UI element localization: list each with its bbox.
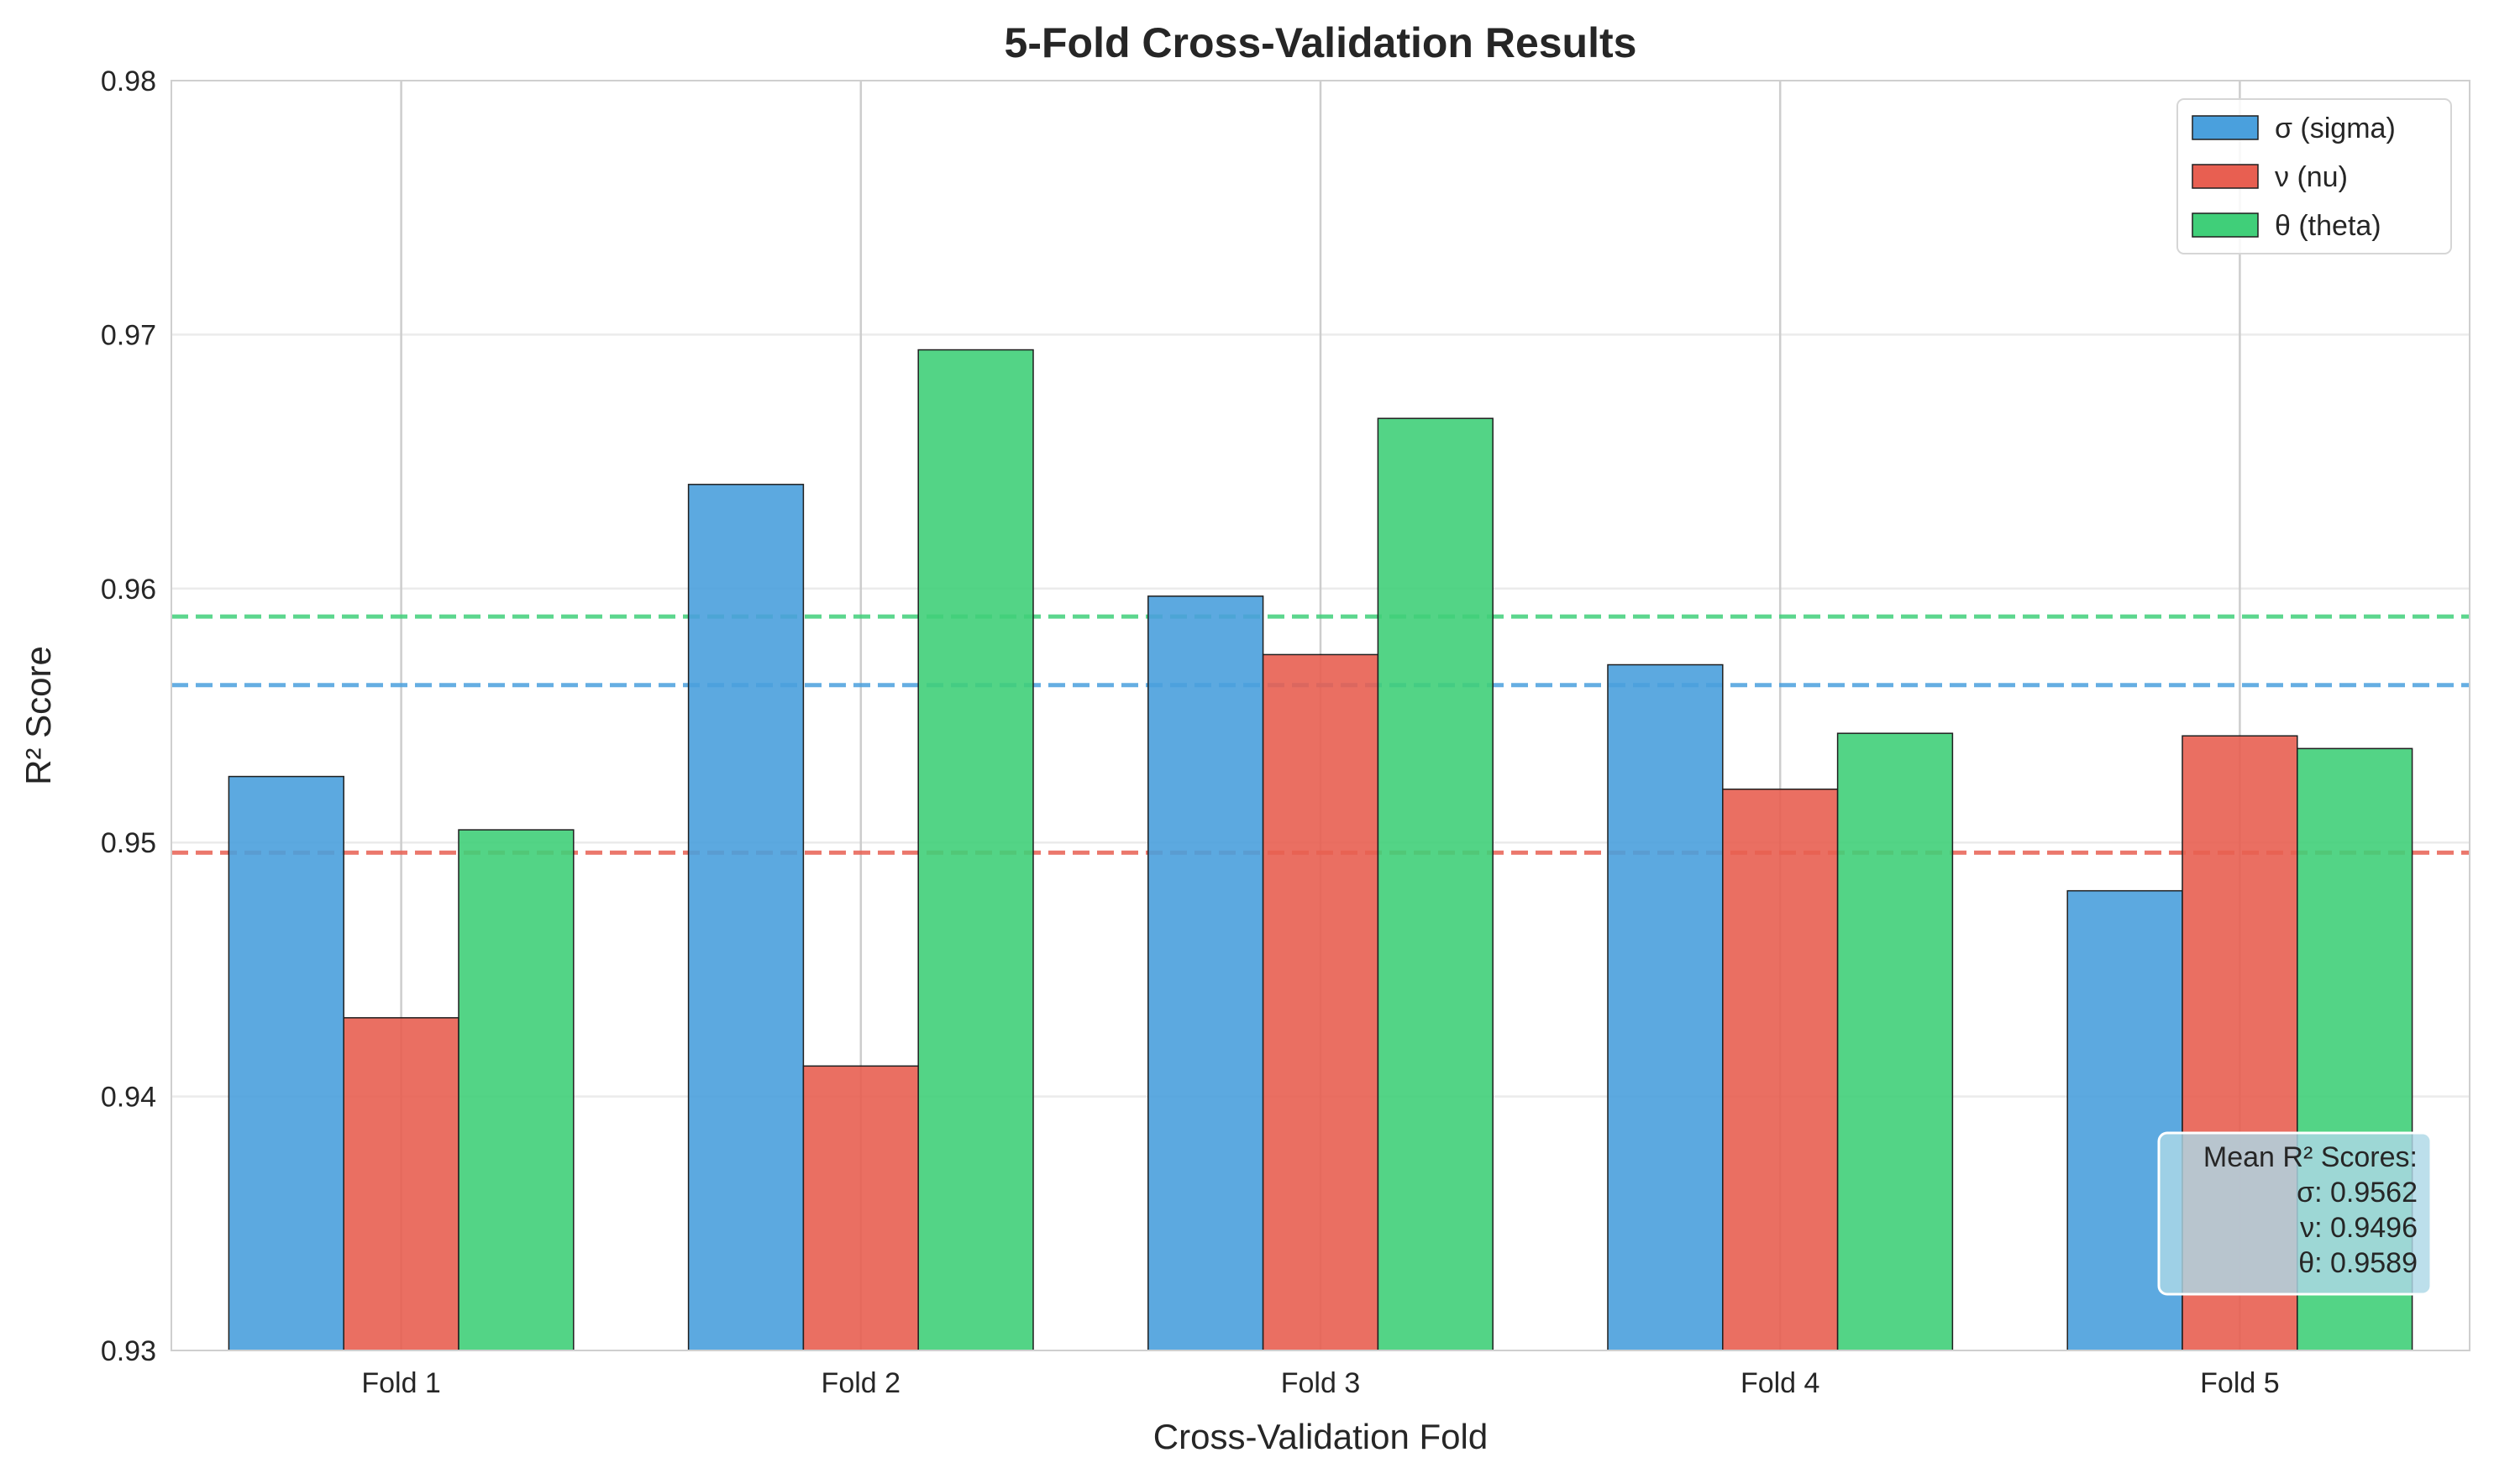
stats-box-frame: [2157, 1131, 2433, 1296]
bar: [1722, 788, 1839, 1351]
stats-box-line: θ: 0.9589: [2298, 1247, 2418, 1279]
bar: [917, 349, 1034, 1351]
chart-title: 5-Fold Cross-Validation Results: [1005, 19, 1637, 66]
y-axis-ticks: 0.93 0.94 0.95 0.96 0.97 0.98: [101, 66, 156, 1367]
bar: [1262, 653, 1379, 1351]
plot-frame: [171, 80, 2470, 1351]
x-tick-label: Fold 5: [2200, 1367, 2280, 1399]
legend-swatch: [2192, 115, 2259, 140]
bar: [343, 1017, 459, 1351]
bar: [687, 484, 805, 1351]
bar: [1147, 595, 1264, 1351]
x-tick-label: Fold 2: [822, 1367, 901, 1399]
y-tick-label: 0.97: [101, 319, 156, 351]
legend-label: θ (theta): [2275, 210, 2381, 242]
y-tick-label: 0.96: [101, 574, 156, 606]
bar: [228, 775, 344, 1351]
y-axis-title: R² Score: [18, 646, 58, 785]
bar: [1836, 732, 1954, 1351]
y-tick-label: 0.94: [101, 1082, 156, 1114]
y-tick-label: 0.98: [101, 66, 156, 97]
y-tick-label: 0.93: [101, 1335, 156, 1367]
legend-swatch: [2192, 212, 2259, 238]
bar: [802, 1065, 919, 1351]
x-tick-label: Fold 1: [361, 1367, 441, 1399]
bar: [1607, 663, 1724, 1351]
bar: [1377, 417, 1494, 1351]
legend-label: ν (nu): [2275, 161, 2348, 193]
x-tick-label: Fold 3: [1281, 1367, 1361, 1399]
bar: [458, 829, 575, 1351]
legend-label: σ (sigma): [2275, 113, 2396, 144]
x-tick-label: Fold 4: [1741, 1367, 1820, 1399]
legend: σ (sigma) ν (nu) θ (theta): [2176, 98, 2452, 254]
x-axis-ticks: Fold 1 Fold 2 Fold 3 Fold 4 Fold 5: [361, 1367, 2279, 1399]
x-axis-title: Cross-Validation Fold: [1153, 1417, 1488, 1456]
series-1: [343, 653, 2298, 1351]
stats-box-line: ν: 0.9496: [2300, 1212, 2418, 1244]
legend-swatch: [2192, 164, 2259, 189]
y-tick-label: 0.95: [101, 827, 156, 859]
series-0: [228, 484, 2183, 1351]
stats-box-line: σ: 0.9562: [2297, 1177, 2418, 1209]
stats-box-title: Mean R² Scores:: [2203, 1141, 2418, 1173]
